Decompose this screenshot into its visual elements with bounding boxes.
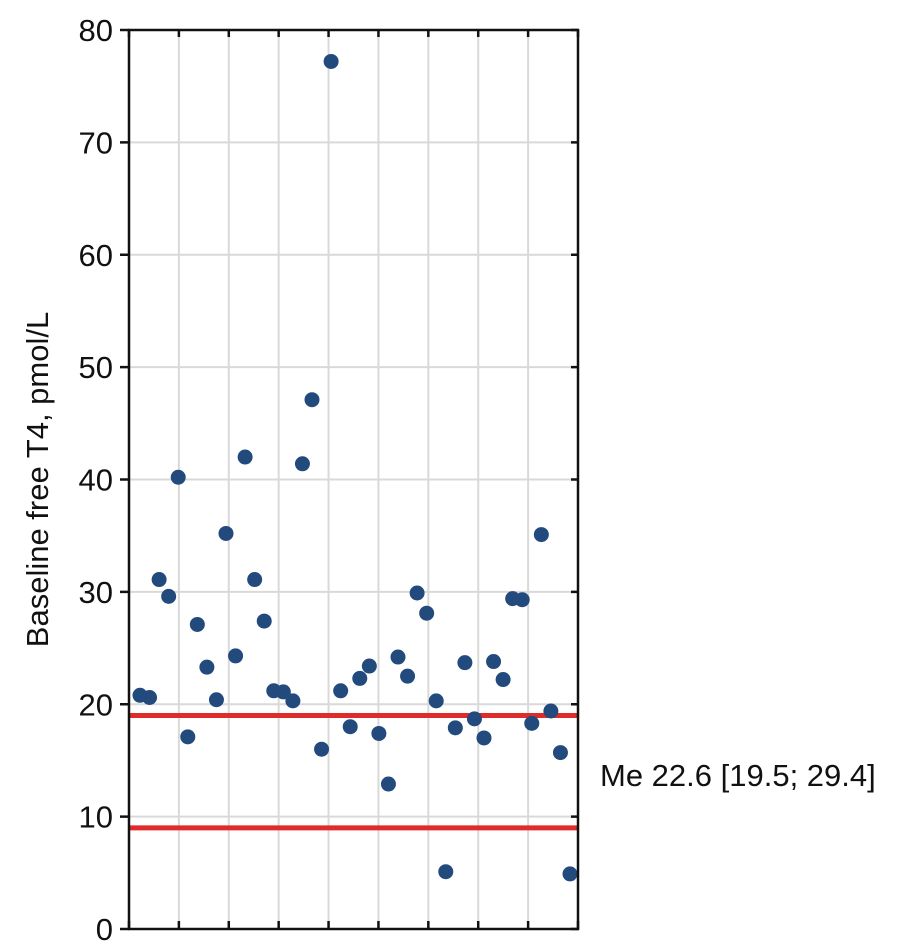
y-axis-label: Baseline free T4, pmol/L — [20, 312, 55, 647]
y-tick-label: 20 — [79, 687, 113, 722]
data-point — [218, 525, 234, 541]
data-point — [524, 715, 540, 731]
data-point — [151, 572, 167, 588]
data-point — [294, 456, 310, 472]
axes — [120, 28, 580, 931]
data-point — [275, 684, 291, 700]
data-points — [132, 53, 578, 882]
data-point — [199, 659, 215, 675]
data-point — [419, 605, 435, 621]
data-point — [486, 654, 502, 670]
median-annotation: Me 22.6 [19.5; 29.4] — [600, 758, 876, 793]
y-tick-label: 0 — [96, 912, 113, 947]
data-point — [495, 672, 511, 688]
y-tick-label: 40 — [79, 463, 113, 498]
data-point — [189, 616, 205, 632]
y-tick-label: 10 — [79, 800, 113, 835]
data-point — [323, 53, 339, 69]
reference-lines — [129, 712, 578, 831]
data-point — [333, 683, 349, 699]
y-tick-label: 70 — [79, 125, 113, 160]
y-tick-labels: 0 10 20 30 40 50 60 70 80 — [79, 13, 113, 947]
data-point — [352, 670, 368, 686]
data-point — [314, 741, 330, 757]
data-point — [428, 693, 444, 709]
data-point — [237, 449, 253, 465]
y-tick-label: 30 — [79, 575, 113, 610]
data-point — [361, 658, 377, 674]
data-point — [371, 725, 387, 741]
data-point — [543, 703, 559, 719]
data-point — [409, 585, 425, 601]
data-point — [533, 527, 549, 543]
grid — [129, 30, 578, 929]
data-point — [247, 572, 263, 588]
data-point — [380, 776, 396, 792]
y-tick-label: 60 — [79, 238, 113, 273]
data-point — [256, 613, 272, 629]
y-tick-label: 50 — [79, 350, 113, 385]
data-point — [342, 719, 358, 735]
data-point — [400, 668, 416, 684]
data-point — [562, 866, 578, 882]
data-point — [438, 864, 454, 880]
data-point — [390, 649, 406, 665]
data-point — [142, 690, 158, 706]
data-point — [304, 392, 320, 408]
data-point — [228, 648, 244, 664]
data-point — [285, 693, 301, 709]
y-tick-label: 80 — [79, 13, 113, 48]
data-point — [457, 655, 473, 671]
data-point — [208, 692, 224, 708]
data-point — [161, 588, 177, 604]
data-point — [552, 745, 568, 761]
data-point — [514, 592, 530, 608]
data-point — [180, 729, 196, 745]
data-point — [476, 730, 492, 746]
data-point — [447, 720, 463, 736]
data-point — [170, 469, 186, 485]
data-point — [466, 711, 482, 727]
